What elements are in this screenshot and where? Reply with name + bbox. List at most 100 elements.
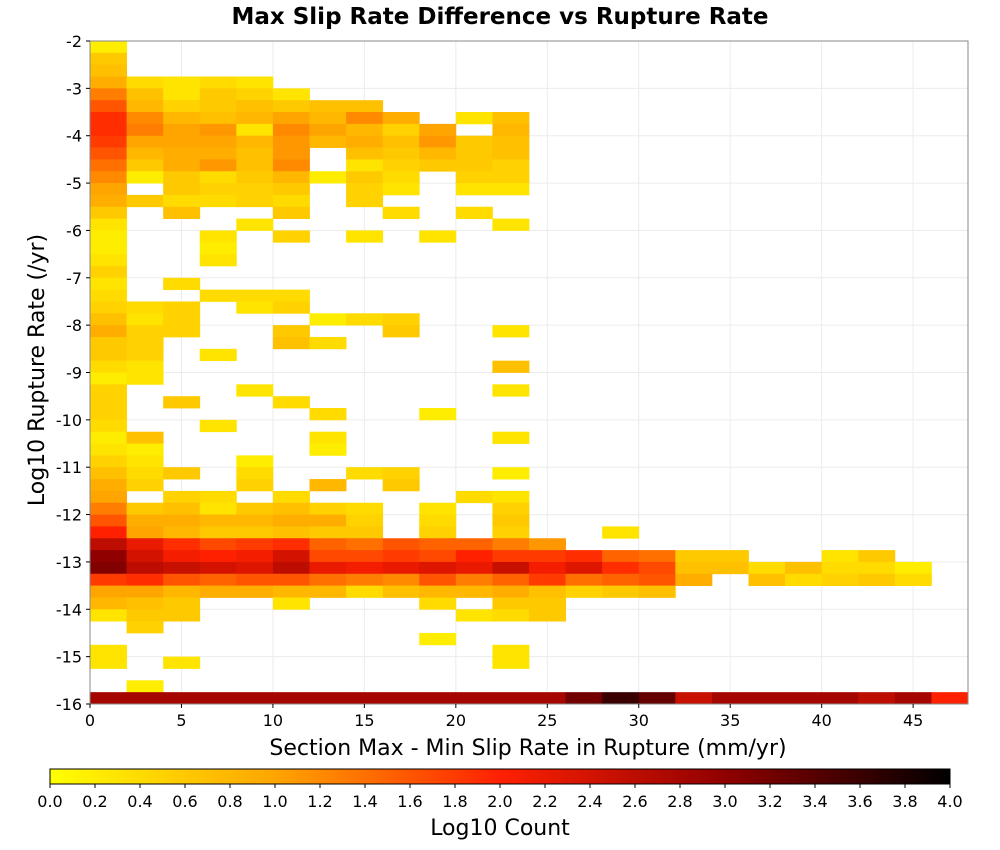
heatmap-cell	[163, 76, 201, 89]
heatmap-cell	[492, 526, 530, 539]
heatmap-cell	[309, 538, 347, 551]
colorbar-label: Log10 Count	[430, 816, 570, 841]
heatmap-cell	[199, 490, 237, 504]
heatmap-cell	[126, 621, 164, 634]
colorbar-tick-label: 0.0	[37, 792, 62, 811]
y-axis-ticks: -2 -3 -4 -5 -6 -7 -8 -9 -10 -11 -12 -13 -14 -15 -16	[56, 32, 90, 714]
heatmap-cell	[126, 585, 164, 598]
heatmap-cell	[419, 550, 457, 563]
x-tick-label: 25	[537, 711, 557, 730]
heatmap-cells	[90, 41, 969, 705]
heatmap-cell	[199, 123, 237, 137]
heatmap-cell	[90, 218, 127, 231]
heatmap-cell	[90, 230, 127, 243]
heatmap-cell	[455, 171, 493, 184]
colorbar-tick-label: 3.2	[757, 792, 782, 811]
heatmap-cell	[90, 431, 127, 444]
heatmap-cell	[346, 538, 384, 551]
heatmap-cell	[126, 76, 164, 89]
heatmap-cell	[236, 123, 274, 137]
heatmap-cell	[272, 123, 310, 137]
heatmap-cell	[163, 502, 201, 515]
heatmap-cell	[602, 550, 640, 563]
heatmap-cell	[419, 502, 457, 515]
heatmap-cell	[382, 561, 420, 575]
heatmap-cell	[90, 467, 127, 480]
heatmap-cell	[236, 479, 274, 492]
heatmap-cell	[455, 490, 493, 504]
heatmap-cell	[199, 112, 237, 125]
heatmap-cell	[90, 206, 127, 219]
heatmap-cell	[492, 360, 530, 373]
heatmap-cell	[309, 135, 347, 148]
heatmap-cell	[382, 313, 420, 326]
heatmap-cell	[236, 573, 274, 587]
heatmap-cell	[126, 526, 164, 539]
heatmap-cell	[492, 585, 530, 598]
heatmap-cell	[675, 561, 713, 575]
heatmap-cell	[419, 123, 457, 137]
colorbar-tick-label: 0.6	[172, 792, 197, 811]
heatmap-cell	[492, 123, 530, 137]
chart-title: Max Slip Rate Difference vs Rupture Rate	[231, 4, 768, 30]
heatmap-cell	[90, 171, 127, 184]
heatmap-cell	[272, 171, 310, 184]
heatmap-cell	[90, 123, 127, 137]
heatmap-cell	[346, 526, 384, 539]
y-tick-label: -8	[66, 316, 82, 335]
heatmap-cell	[382, 585, 420, 598]
heatmap-cell	[382, 550, 420, 563]
heatmap-cell	[638, 561, 676, 575]
heatmap-cell	[236, 455, 274, 468]
y-tick-label: -4	[66, 127, 82, 146]
heatmap-cell	[748, 692, 786, 705]
x-tick-label: 30	[629, 711, 649, 730]
x-tick-label: 10	[263, 711, 283, 730]
heatmap-cell	[419, 159, 457, 172]
heatmap-cell	[346, 502, 384, 515]
heatmap-cell	[455, 112, 493, 125]
heatmap-cell	[346, 159, 384, 172]
heatmap-cell	[858, 561, 896, 575]
heatmap-cell	[492, 692, 530, 705]
heatmap-cell	[711, 550, 749, 563]
heatmap-cell	[90, 372, 127, 385]
heatmap-cell	[126, 573, 164, 587]
heatmap-cell	[199, 289, 237, 302]
heatmap-cell	[346, 550, 384, 563]
heatmap-cell	[199, 159, 237, 172]
heatmap-cell	[346, 171, 384, 184]
heatmap-cell	[236, 135, 274, 148]
heatmap-cell	[236, 538, 274, 551]
heatmap-cell	[163, 561, 201, 575]
colorbar-tick-label: 2.8	[667, 792, 692, 811]
heatmap-cell	[90, 455, 127, 468]
heatmap-cell	[199, 502, 237, 515]
heatmap-cell	[309, 550, 347, 563]
heatmap-cell	[236, 561, 274, 575]
x-axis-ticks: 0 5 10 15 20 25 30 35 40 45	[85, 704, 923, 730]
heatmap-cell	[419, 538, 457, 551]
heatmap-cell	[382, 183, 420, 196]
heatmap-cell	[455, 550, 493, 563]
heatmap-cell	[931, 692, 969, 705]
heatmap-cell	[346, 230, 384, 243]
heatmap-cell	[565, 573, 603, 587]
heatmap-cell	[126, 194, 164, 208]
heatmap-cell	[90, 561, 127, 575]
heatmap-cell	[90, 348, 127, 362]
heatmap-cell	[638, 573, 676, 587]
heatmap-cell	[309, 112, 347, 125]
heatmap-cell	[90, 289, 127, 302]
heatmap-cell	[455, 561, 493, 575]
heatmap-cell	[894, 692, 932, 705]
heatmap-cell	[529, 609, 566, 622]
heatmap-cell	[346, 100, 384, 113]
heatmap-cell	[126, 123, 164, 137]
heatmap-cell	[346, 514, 384, 527]
heatmap-cell	[272, 183, 310, 196]
heatmap-cell	[382, 112, 420, 125]
heatmap-cell	[90, 135, 127, 148]
heatmap-cell	[638, 550, 676, 563]
